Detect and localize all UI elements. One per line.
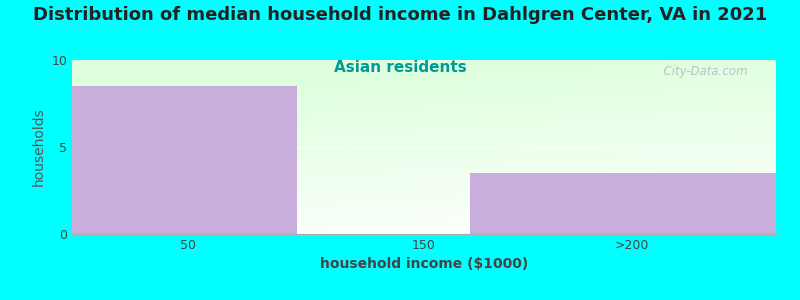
Text: Asian residents: Asian residents <box>334 60 466 75</box>
Bar <box>72 86 298 234</box>
X-axis label: household income ($1000): household income ($1000) <box>320 257 528 272</box>
Text: Distribution of median household income in Dahlgren Center, VA in 2021: Distribution of median household income … <box>33 6 767 24</box>
Bar <box>470 173 776 234</box>
Y-axis label: households: households <box>32 108 46 186</box>
Text: City-Data.com: City-Data.com <box>656 65 748 78</box>
